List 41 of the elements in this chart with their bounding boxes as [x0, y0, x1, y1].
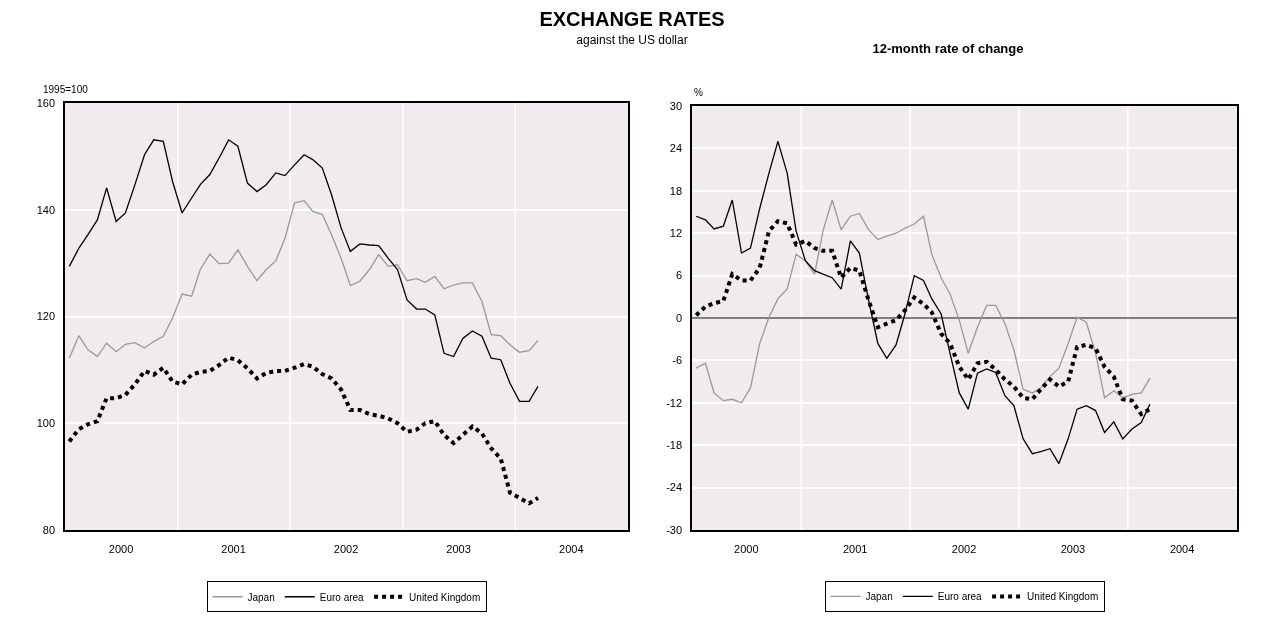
- y-tick-label: -30: [666, 523, 683, 536]
- y-tick-label: -24: [666, 481, 683, 494]
- y-tick-label: 30: [669, 99, 683, 112]
- y-tick-label: -18: [666, 439, 683, 452]
- chart-title: 12-month rate of change: [872, 40, 1024, 56]
- y-tick-label: 80: [42, 523, 56, 536]
- x-tick-label: 2001: [221, 542, 246, 555]
- y-tick-label: 24: [669, 142, 683, 155]
- y-tick-label: 140: [36, 203, 56, 216]
- y-tick-label: 18: [669, 184, 683, 197]
- x-tick-label: 2003: [446, 542, 471, 555]
- line-series: [68, 139, 539, 403]
- x-tick-label: 2000: [108, 542, 134, 555]
- x-tick-label: 2003: [1060, 542, 1086, 555]
- y-tick-label: 6: [675, 269, 683, 282]
- line-series: [68, 200, 539, 359]
- y-tick-label: -6: [672, 354, 683, 367]
- chart-subtitle: against the US dollar: [576, 33, 688, 47]
- x-tick-label: 2001: [842, 542, 868, 555]
- y-axis-title: %: [694, 87, 703, 98]
- x-tick-label: 2002: [951, 542, 977, 555]
- legend-label: Euro area: [937, 591, 983, 603]
- x-tick-label: 2004: [1169, 542, 1195, 555]
- y-tick-label: -12: [666, 396, 683, 409]
- y-tick-label: 100: [36, 417, 56, 430]
- legend-label: Japan: [247, 591, 275, 603]
- legend-label: Euro area: [319, 591, 365, 603]
- legend-label: United Kingdom: [1027, 591, 1099, 603]
- line-series: [695, 199, 1151, 404]
- y-tick-label: 160: [36, 96, 56, 109]
- x-tick-label: 2002: [333, 542, 359, 555]
- y-tick-label: 120: [36, 310, 56, 323]
- x-tick-label: 2000: [734, 542, 759, 555]
- x-tick-label: 2004: [559, 542, 584, 555]
- legend-label: Japan: [865, 591, 893, 603]
- y-axis-title: 1995=100: [43, 84, 89, 95]
- line-series: [67, 355, 541, 506]
- legend-label: United Kingdom: [409, 591, 481, 603]
- y-tick-label: 12: [669, 227, 683, 240]
- y-tick-label: 0: [675, 311, 683, 324]
- chart-title: EXCHANGE RATES: [538, 8, 726, 31]
